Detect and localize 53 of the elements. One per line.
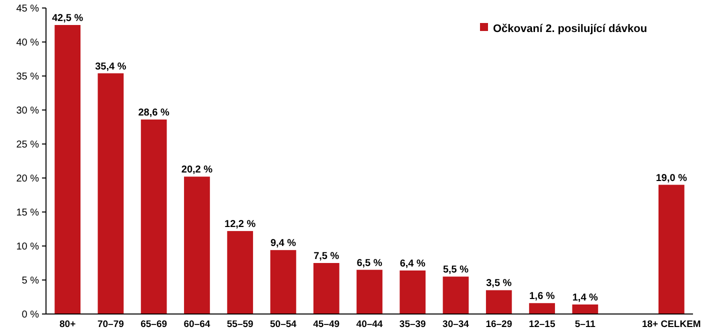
x-tick-label: 12–15 xyxy=(528,319,556,330)
data-label: 5,5 % xyxy=(442,264,469,276)
bar xyxy=(98,73,124,314)
y-tick-label: 5 % xyxy=(22,276,40,286)
data-label: 1,4 % xyxy=(572,292,598,304)
data-label: 35,4 % xyxy=(95,61,126,72)
data-label: 28,6 % xyxy=(138,108,170,119)
y-tick-label: 15 % xyxy=(16,208,40,218)
bar xyxy=(658,184,684,314)
y-tick-label: 20 % xyxy=(16,174,40,184)
data-label: 3,5 % xyxy=(486,278,512,290)
data-label: 42,5 % xyxy=(52,13,84,24)
x-tick-label: 35–39 xyxy=(399,319,426,330)
x-tick-label: 30–34 xyxy=(442,319,470,330)
bar xyxy=(356,270,382,314)
y-tick-label: 10 % xyxy=(16,242,40,252)
bar xyxy=(54,25,81,314)
bar xyxy=(184,176,210,314)
data-label: 6,4 % xyxy=(400,258,426,270)
bar xyxy=(442,276,469,314)
bar xyxy=(270,250,296,314)
x-tick-label: 16–29 xyxy=(486,319,512,330)
bar xyxy=(572,304,598,314)
data-label: 20,2 % xyxy=(181,164,213,176)
y-tick-label: 0 % xyxy=(22,310,40,320)
bar xyxy=(400,270,426,314)
bar xyxy=(486,290,512,314)
data-label: 9,4 % xyxy=(270,238,296,250)
bar xyxy=(227,231,254,314)
legend-label: Očkovaní 2. posilující dávkou xyxy=(493,22,648,35)
y-tick-label: 35 % xyxy=(16,72,40,82)
x-tick-label: 60–64 xyxy=(184,319,211,330)
x-tick-label: 55–59 xyxy=(226,319,254,330)
y-tick-label: 30 % xyxy=(16,106,40,116)
bar xyxy=(313,263,340,314)
x-tick-label: 50–54 xyxy=(270,319,298,330)
x-tick-label: 18+ CELKEM xyxy=(642,319,701,330)
data-label: 19,0 % xyxy=(656,172,688,184)
bar xyxy=(140,120,167,314)
y-tick-label: 45 % xyxy=(16,4,40,14)
x-tick-label: 65–69 xyxy=(140,319,168,330)
bar xyxy=(529,303,555,314)
x-tick-label: 40–44 xyxy=(356,319,384,330)
x-tick-label: 70–79 xyxy=(97,319,124,330)
data-label: 7,5 % xyxy=(314,251,340,262)
x-tick-label: 5–11 xyxy=(574,319,596,330)
y-tick-label: 40 % xyxy=(16,38,40,48)
data-label: 1,6 % xyxy=(529,291,555,302)
x-tick-label: 80+ xyxy=(60,319,76,330)
data-label: 12,2 % xyxy=(224,219,256,230)
y-tick-label: 25 % xyxy=(16,140,40,150)
data-label: 6,5 % xyxy=(356,258,382,269)
x-tick-label: 45–49 xyxy=(313,319,340,330)
